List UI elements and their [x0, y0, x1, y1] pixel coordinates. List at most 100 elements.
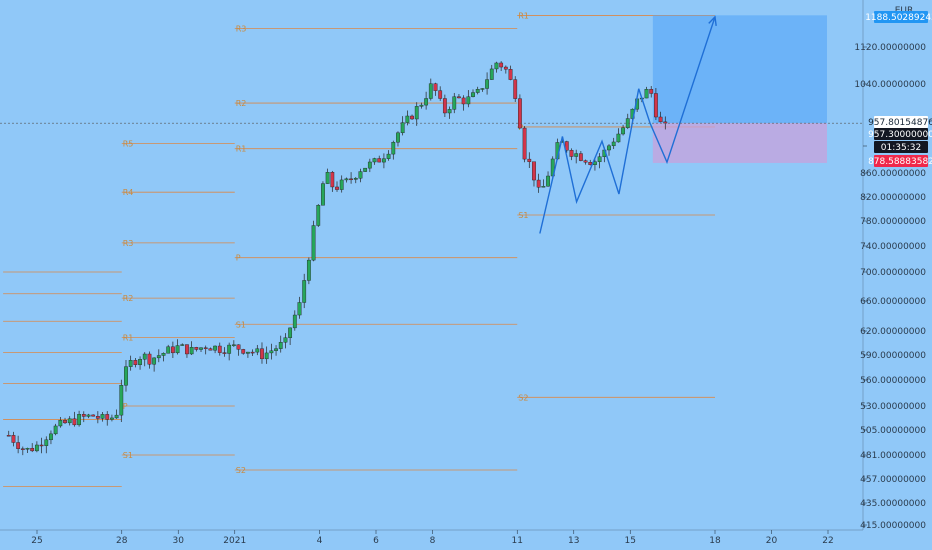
candle-up — [382, 158, 386, 163]
candle-up — [621, 127, 625, 135]
candle-up — [34, 444, 39, 452]
price-tick-label: 505.00000000 — [860, 426, 926, 436]
price-tag — [874, 11, 928, 23]
price-tick-label: 457.00000000 — [860, 475, 926, 485]
candle-up — [152, 357, 157, 365]
candle-down — [16, 442, 21, 449]
candle-up — [405, 115, 410, 123]
candle-up — [124, 366, 128, 386]
candle-down — [203, 347, 208, 349]
candle-down — [260, 348, 264, 360]
time-tick-label: 25 — [31, 536, 42, 546]
candle-down — [442, 98, 447, 114]
candle-down — [527, 158, 532, 162]
candle-up — [372, 158, 377, 163]
pivot-levels: R5R4R3R2R1PS1R3R2R1PS1S2R1PS1S2 — [3, 12, 715, 488]
candle-up — [339, 179, 344, 190]
candle-down — [170, 346, 175, 354]
candle-down — [222, 352, 227, 354]
price-tick-label: 590.00000000 — [860, 351, 926, 361]
pivot-label: R2 — [236, 99, 247, 108]
candle-up — [114, 414, 119, 419]
pivot-label: R3 — [123, 239, 134, 248]
price-tick-label: 660.00000000 — [860, 297, 926, 307]
candle-up — [77, 414, 81, 426]
candle-up — [246, 351, 250, 354]
pattern-line[interactable] — [539, 16, 716, 234]
price-tick-label: 1120.00000000 — [854, 43, 926, 53]
candle-up — [489, 68, 494, 80]
price-axis[interactable]: 1120.000000001040.00000000910860.0000000… — [854, 43, 926, 531]
pivot-label: P — [236, 254, 241, 263]
profit-zone[interactable] — [652, 15, 827, 124]
time-tick-label: 15 — [625, 536, 636, 546]
price-tick-label: 620.00000000 — [860, 327, 926, 337]
candle-up — [283, 337, 288, 343]
candle-up — [475, 89, 480, 93]
candle-up — [288, 327, 293, 338]
price-tick-label: 530.00000000 — [860, 402, 926, 412]
candle-up — [466, 96, 471, 105]
candle-up — [175, 345, 180, 354]
candle-down — [522, 127, 527, 160]
candle-up — [367, 161, 372, 169]
candle-down — [194, 347, 199, 350]
loss-zone[interactable] — [652, 123, 827, 163]
candle-up — [391, 141, 396, 155]
candle-up — [597, 156, 602, 162]
time-axis[interactable]: 25 28 30 2021 4 6 8 11 13 15 18 20 22 — [31, 530, 834, 546]
candle-up — [119, 385, 124, 416]
candle-up — [428, 83, 433, 99]
candle-down — [95, 416, 100, 419]
candle-up — [128, 360, 133, 367]
candle-down — [81, 414, 86, 417]
time-tick-label: 28 — [116, 536, 128, 546]
price-tag — [874, 155, 928, 167]
pivot-label: S1 — [236, 320, 246, 329]
candle-up — [166, 346, 171, 354]
candle-up — [264, 352, 269, 360]
candle-down — [513, 79, 518, 99]
price-tags: 1188.50289243 957.80154876 957.30000000 01:… — [865, 11, 932, 167]
price-tag — [874, 116, 928, 128]
candle-up — [471, 92, 475, 97]
candle-up — [227, 344, 232, 354]
candle-up — [53, 425, 58, 435]
candle-down — [236, 344, 241, 350]
price-tag — [874, 128, 928, 140]
candle-down — [503, 66, 508, 70]
candle-down — [39, 444, 44, 447]
candle-up — [297, 302, 302, 316]
pivot-label: R5 — [123, 140, 134, 149]
pivot-label: R1 — [236, 145, 247, 154]
candle-up — [485, 79, 489, 89]
pivot-label: S1 — [518, 211, 528, 220]
price-tag — [874, 141, 928, 153]
pivot-label: S2 — [236, 466, 246, 475]
candle-down — [438, 90, 443, 99]
candle-down — [499, 62, 504, 68]
price-tick-label: 740.00000000 — [860, 242, 926, 252]
price-tick-label: 481.00000000 — [860, 451, 926, 461]
pattern-drawing[interactable] — [539, 15, 717, 234]
candle-up — [616, 133, 621, 143]
candle-up — [67, 418, 72, 424]
time-tick-label: 30 — [173, 536, 185, 546]
time-tick-label: 4 — [317, 536, 323, 546]
time-tick-label: 8 — [430, 536, 436, 546]
long-position-tool[interactable] — [652, 15, 827, 163]
candle-up — [142, 353, 147, 360]
candle-up — [424, 98, 429, 106]
candle-down — [518, 98, 522, 129]
candle-up — [161, 353, 166, 356]
candle-up — [110, 417, 114, 420]
price-tick-label: 415.00000000 — [860, 521, 926, 531]
time-tick-label: 2021 — [223, 536, 246, 546]
price-tag-label: 1188.50289243 — [865, 13, 932, 23]
candle-up — [255, 348, 260, 353]
candle-up — [292, 314, 297, 329]
candle-up — [269, 350, 274, 354]
candle-down — [658, 116, 663, 123]
candle-down — [569, 150, 574, 157]
